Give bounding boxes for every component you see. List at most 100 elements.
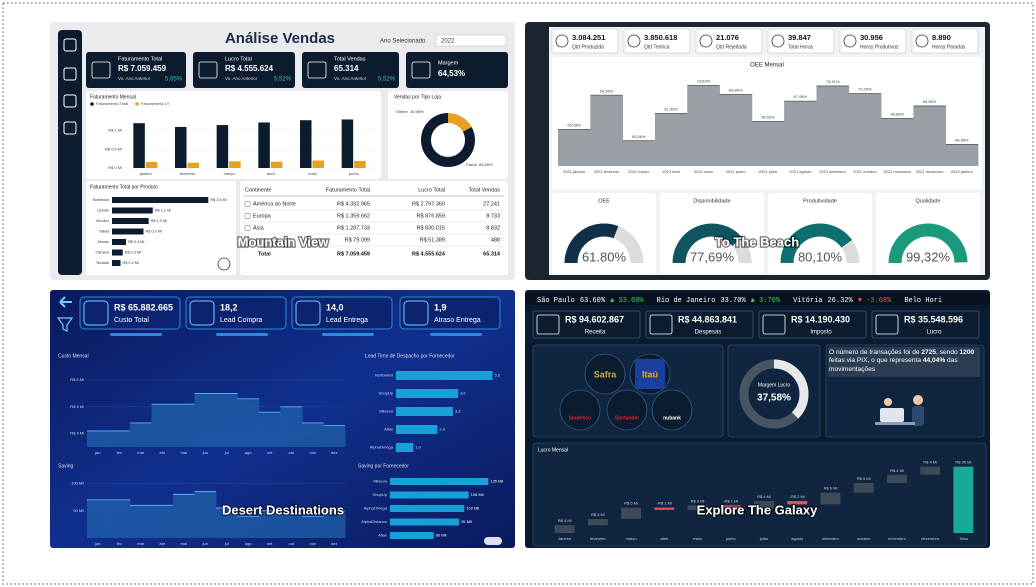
- bar: [396, 425, 438, 434]
- x-tick-label: jan: [94, 450, 100, 455]
- kpi-card: [302, 52, 399, 88]
- x-tick-label: março: [626, 536, 638, 541]
- x-tick-label: agosto: [791, 536, 804, 541]
- category-label: Mileeva: [373, 479, 388, 484]
- table-cell: R$ 79.099: [345, 237, 370, 243]
- x-tick-label: jul: [224, 450, 229, 455]
- filter-value: 2022: [441, 39, 455, 45]
- kpi-card: [871, 310, 980, 339]
- kpi-card: [406, 52, 508, 88]
- expand-icon: [244, 237, 251, 243]
- gauge-value: [888, 223, 968, 264]
- kpi-card: [695, 28, 763, 54]
- value-label: R$ 0,2 Mi: [123, 261, 139, 265]
- y-tick-label: R$ 6 Mi: [70, 377, 84, 382]
- step-area: [590, 95, 624, 166]
- kpi-sub: Vs. Ano Anterior: [334, 76, 367, 81]
- kpi-value: 14,0: [326, 302, 344, 312]
- note-text: das movimentações: [829, 357, 958, 373]
- waterfall-bar: [587, 518, 608, 526]
- kpi-label: Despesas: [695, 330, 722, 336]
- table-total: R$ 4.555.624: [412, 251, 446, 257]
- x-tick-label: jan: [94, 541, 100, 546]
- step-area: [151, 505, 174, 538]
- step-area: [173, 494, 195, 538]
- kpi-card: [645, 310, 754, 339]
- expand-icon: [244, 213, 251, 219]
- x-tick-label: mar: [137, 450, 145, 455]
- kpi-value: 39.847: [788, 33, 811, 42]
- x-tick-label: mai: [181, 541, 188, 546]
- x-tick-label: ago: [245, 541, 252, 546]
- bar: [396, 443, 414, 452]
- x-tick-label: setembro: [822, 536, 839, 541]
- table-cell: 8.733: [486, 213, 500, 219]
- gauge-title: OEE: [598, 198, 610, 204]
- table-total: 65.314: [483, 251, 501, 257]
- note-text: feitas via PIX, o que representa: [829, 357, 923, 365]
- bar: [270, 161, 283, 168]
- donut-value: 37,58%: [757, 393, 791, 404]
- x-tick-label: 2021 setembro: [819, 169, 846, 174]
- chart-title: Vendas por Tipo Loja: [394, 94, 441, 100]
- value-label: -R$ 2 Mi: [790, 494, 805, 499]
- step-area: [881, 118, 914, 166]
- kpi-value: 21.076: [716, 33, 739, 42]
- value-label: 70,25%: [858, 87, 872, 92]
- value-label: R$ 0,4 Mi: [128, 240, 144, 244]
- x-tick-label: dez: [331, 541, 337, 546]
- step-area: [259, 510, 281, 538]
- value-label: R$ 1,0 Mi: [151, 219, 167, 223]
- table-cell: R$ 1.287.733: [337, 225, 370, 231]
- gauge-label: 80,10%: [798, 249, 843, 264]
- kpi-card: [758, 310, 867, 339]
- x-tick-label: Total: [959, 536, 968, 541]
- x-tick-label: out: [288, 541, 294, 546]
- dashboard-caption: Mountain View: [238, 234, 330, 249]
- bank-badge: [635, 359, 665, 389]
- value-label: R$ 4 Mi: [757, 494, 771, 499]
- value-label: 2,4: [439, 427, 445, 432]
- ticker-city: Belo Hori: [904, 297, 942, 305]
- value-label: R$ 6 Mi: [824, 486, 838, 491]
- note-text: 2725: [921, 349, 937, 356]
- kpi-label: Atraso Entrega: [434, 317, 481, 324]
- donut-segment: [421, 113, 475, 167]
- category-label: Teclado: [96, 261, 109, 265]
- value-label: 5,6: [495, 373, 501, 378]
- bar: [112, 260, 121, 266]
- kpi-card: [911, 28, 979, 54]
- sidebar-icon: [63, 38, 77, 52]
- bar: [396, 389, 459, 398]
- kpi-icon: [627, 34, 641, 48]
- step-area: [108, 499, 131, 538]
- value-label: 61,95%: [664, 106, 678, 111]
- value-label: 55,28%: [567, 122, 581, 127]
- step-area: [151, 404, 174, 447]
- bar: [187, 162, 199, 168]
- value-label: 102 Mil: [466, 506, 479, 511]
- kpi-value: R$ 4.555.624: [225, 64, 274, 73]
- kpi-card: [623, 28, 691, 54]
- kpi-card: [291, 296, 393, 330]
- gauge-title: Disponibilidade: [693, 198, 730, 204]
- category-label: AlphaOmega: [370, 445, 394, 450]
- gauge-label: 61.80%: [582, 249, 627, 264]
- x-tick-label: junho: [725, 536, 737, 541]
- waterfall-bar: [953, 466, 974, 533]
- slice-label: Online: [396, 109, 408, 114]
- toggle: [484, 537, 502, 545]
- table-total: R$ 7.059.459: [337, 251, 370, 257]
- bar: [112, 228, 144, 235]
- kpi-value: R$ 44.863.841: [678, 314, 737, 324]
- step-area: [323, 425, 346, 447]
- x-tick-label: janeiro: [139, 171, 153, 176]
- kpi-value: 65.314: [334, 64, 359, 73]
- y-tick-label: 50 Mil: [73, 508, 84, 513]
- value-label: 73,41%: [826, 79, 840, 84]
- step-area: [302, 422, 324, 447]
- kpi-card: [767, 28, 835, 54]
- category-label: Atlas: [384, 427, 393, 432]
- x-tick-label: fev: [117, 541, 122, 546]
